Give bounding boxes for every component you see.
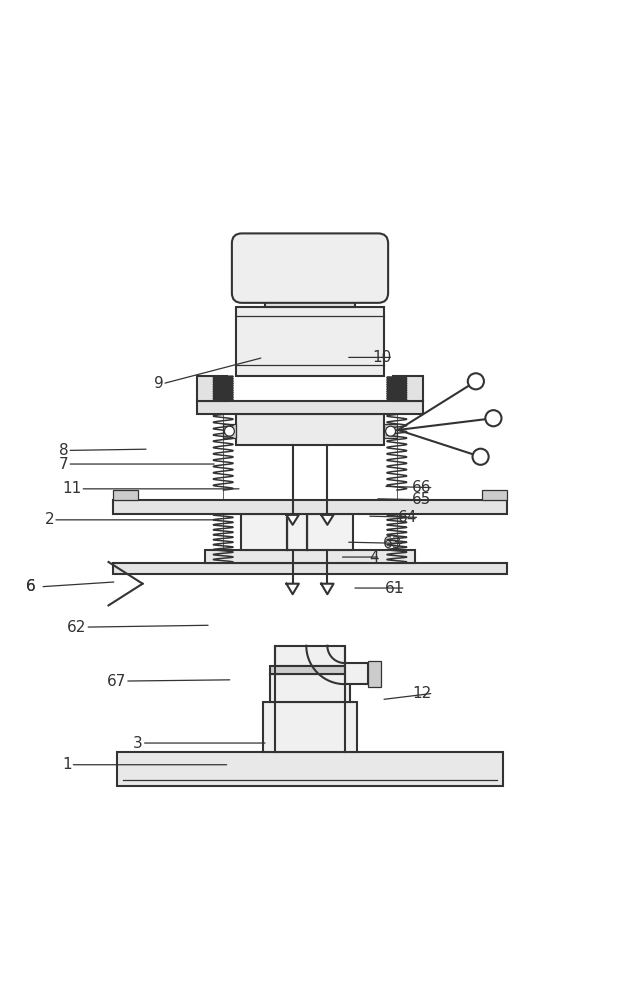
Bar xyxy=(384,424,397,438)
Circle shape xyxy=(386,426,396,436)
Text: 1: 1 xyxy=(62,757,72,772)
Bar xyxy=(482,490,507,500)
FancyBboxPatch shape xyxy=(232,233,388,303)
Bar xyxy=(236,414,384,445)
Bar xyxy=(275,646,345,666)
Bar xyxy=(223,424,236,438)
Bar xyxy=(197,376,227,401)
Polygon shape xyxy=(321,584,334,594)
Bar xyxy=(270,666,350,674)
Bar xyxy=(270,674,350,702)
Polygon shape xyxy=(286,515,299,525)
Text: 12: 12 xyxy=(412,686,432,701)
Text: 63: 63 xyxy=(383,536,402,551)
Bar xyxy=(197,401,423,414)
Bar xyxy=(113,490,138,500)
Bar xyxy=(307,514,353,550)
Text: 6: 6 xyxy=(26,579,36,594)
Text: 64: 64 xyxy=(398,510,417,525)
Text: 65: 65 xyxy=(412,492,432,508)
Text: 61: 61 xyxy=(384,581,404,596)
Circle shape xyxy=(468,373,484,389)
Bar xyxy=(205,550,415,563)
Text: 66: 66 xyxy=(412,480,432,495)
Polygon shape xyxy=(321,515,334,525)
Bar xyxy=(368,661,381,687)
Bar xyxy=(393,376,423,401)
Bar xyxy=(287,514,307,550)
Text: 3: 3 xyxy=(133,736,143,751)
Text: 4: 4 xyxy=(369,550,379,565)
Text: 2: 2 xyxy=(45,512,55,527)
Circle shape xyxy=(485,410,502,426)
Bar xyxy=(113,500,507,514)
Bar xyxy=(265,293,355,307)
Bar xyxy=(345,663,368,684)
Text: 9: 9 xyxy=(154,376,164,391)
Text: 7: 7 xyxy=(59,457,69,472)
Text: 10: 10 xyxy=(372,350,391,365)
Circle shape xyxy=(224,426,234,436)
Circle shape xyxy=(472,449,489,465)
Bar xyxy=(117,752,503,786)
Text: 67: 67 xyxy=(107,674,126,689)
Text: 8: 8 xyxy=(59,443,69,458)
Text: 11: 11 xyxy=(62,481,81,496)
Text: 6: 6 xyxy=(26,579,36,594)
Bar xyxy=(113,563,507,574)
Text: 62: 62 xyxy=(67,620,86,635)
Bar xyxy=(236,307,384,376)
Bar xyxy=(263,702,357,752)
Bar xyxy=(241,514,287,550)
Polygon shape xyxy=(286,584,299,594)
